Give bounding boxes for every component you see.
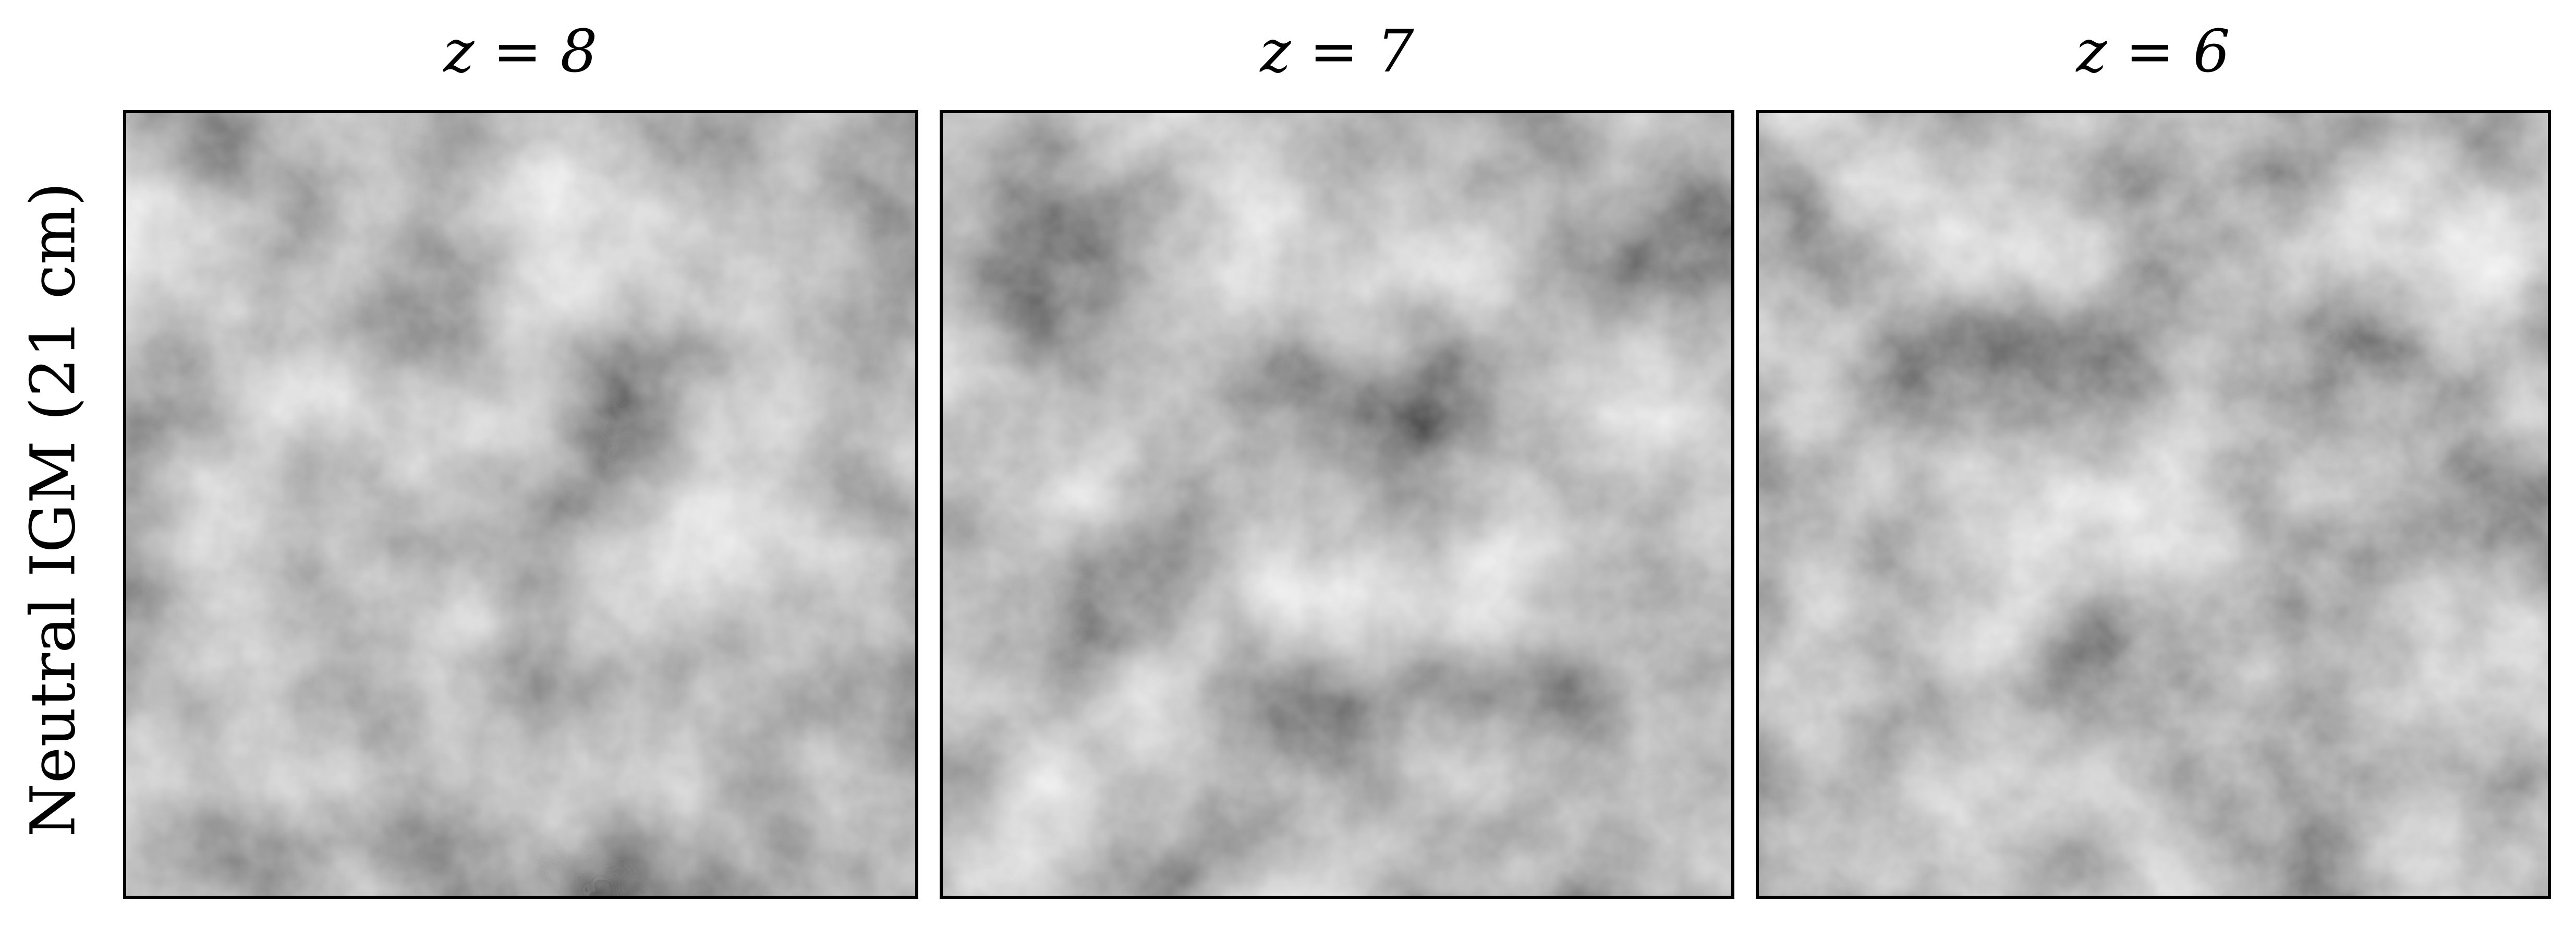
map-image [941, 112, 1733, 897]
panel: z = 6 [1756, 18, 2551, 899]
panel: z = 7 [940, 18, 1734, 899]
map-image [125, 112, 917, 897]
panel-frame [123, 110, 918, 899]
panel-title: z = 6 [2075, 18, 2230, 86]
panel: z = 8 [123, 18, 918, 899]
map-image [1757, 112, 2549, 897]
panel-frame [940, 110, 1734, 899]
y-axis-label: Neutral IGM (21 cm) [17, 182, 89, 837]
panel-title: z = 7 [1259, 18, 1414, 86]
panel-title: z = 8 [442, 18, 597, 86]
panel-frame [1756, 110, 2551, 899]
